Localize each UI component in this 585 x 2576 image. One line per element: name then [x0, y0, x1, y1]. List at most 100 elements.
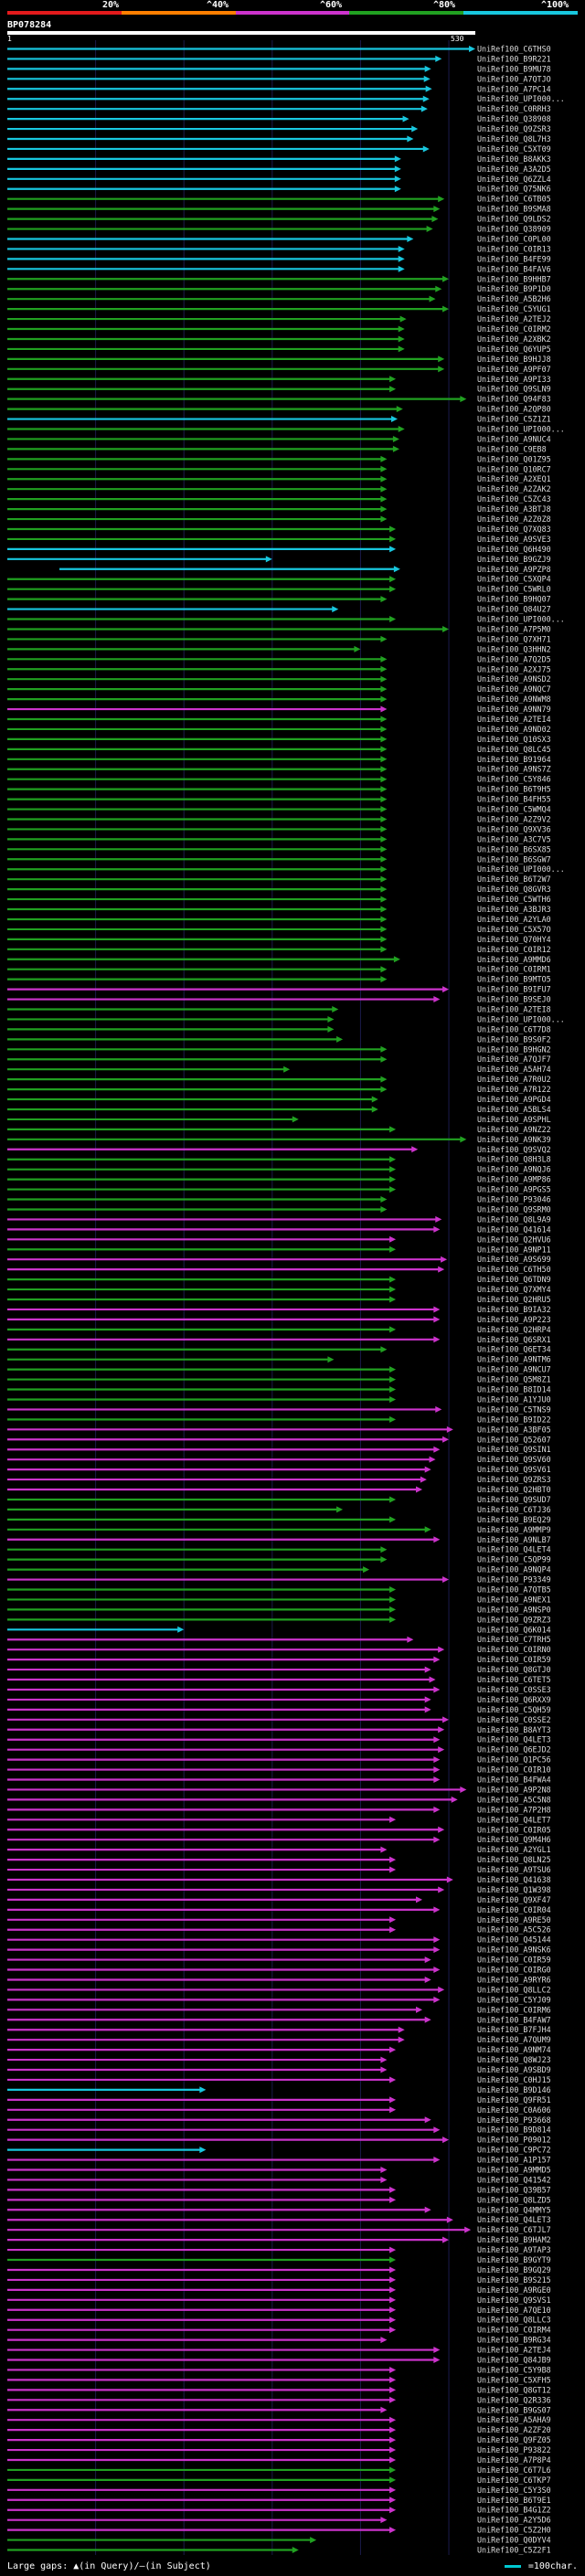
- hit-row[interactable]: UniRef100_C5YJ09: [7, 1995, 551, 2004]
- hit-label[interactable]: UniRef100_A2ZF20: [477, 2425, 551, 2434]
- hit-label[interactable]: UniRef100_Q8LLC2: [477, 1985, 551, 1994]
- hit-label[interactable]: UniRef100_C5YJ09: [477, 1995, 551, 2004]
- hit-row[interactable]: UniRef100_C5XFH5: [7, 2375, 551, 2384]
- hit-row[interactable]: UniRef100_B7FJH4: [7, 2025, 551, 2034]
- hit-label[interactable]: UniRef100_B7FJH4: [477, 2025, 551, 2034]
- hit-label[interactable]: UniRef100_Q94F83: [477, 395, 551, 404]
- hit-row[interactable]: UniRef100_A9MP86: [7, 1175, 551, 1184]
- hit-row[interactable]: UniRef100_Q5M8Z1: [7, 1375, 551, 1384]
- hit-label[interactable]: UniRef100_Q6TDN9: [477, 1275, 551, 1284]
- hit-row[interactable]: UniRef100_A7QJF7: [7, 1055, 551, 1064]
- hit-row[interactable]: UniRef100_A5AH74: [7, 1065, 551, 1074]
- hit-label[interactable]: UniRef100_Q84JB9: [477, 2356, 551, 2365]
- hit-row[interactable]: UniRef100_A9TSU6: [7, 1865, 551, 1874]
- hit-label[interactable]: UniRef100_B4FAW7: [477, 2015, 551, 2024]
- hit-row[interactable]: UniRef100_A2YGL1: [7, 1845, 551, 1854]
- hit-label[interactable]: UniRef100_C0RRH3: [477, 104, 551, 113]
- hit-row[interactable]: UniRef100_Q10SX3: [7, 735, 551, 744]
- hit-row[interactable]: UniRef100_Q2HVU6: [7, 1235, 551, 1244]
- hit-label[interactable]: UniRef100_B9HGN2: [477, 1044, 551, 1054]
- hit-row[interactable]: UniRef100_B4FE99: [7, 254, 551, 263]
- hit-row[interactable]: UniRef100_UPI000...: [7, 94, 565, 103]
- hit-label[interactable]: UniRef100_C0PL00: [477, 234, 551, 243]
- hit-row[interactable]: UniRef100_Q52607: [7, 1435, 551, 1444]
- hit-label[interactable]: UniRef100_B9GQ29: [477, 2265, 551, 2274]
- hit-label[interactable]: UniRef100_A1YJU0: [477, 1394, 551, 1404]
- hit-row[interactable]: UniRef100_A9NWM8: [7, 694, 551, 704]
- hit-row[interactable]: UniRef100_C0IR59: [7, 1956, 551, 1965]
- hit-row[interactable]: UniRef100_Q8LLC3: [7, 2316, 551, 2325]
- hit-row[interactable]: UniRef100_A9NQJ6: [7, 1165, 551, 1174]
- hit-row[interactable]: UniRef100_A9PGD4: [7, 1095, 551, 1104]
- hit-row[interactable]: UniRef100_C5XQP4: [7, 575, 551, 584]
- hit-label[interactable]: UniRef100_Q8LZD5: [477, 2195, 551, 2204]
- hit-label[interactable]: UniRef100_A2TEI4: [477, 715, 551, 724]
- hit-row[interactable]: UniRef100_B6T2W7: [7, 875, 551, 884]
- hit-row[interactable]: UniRef100_Q2HBT0: [7, 1485, 551, 1494]
- hit-label[interactable]: UniRef100_C0IR59: [477, 1956, 551, 1965]
- hit-row[interactable]: UniRef100_C0IR10: [7, 1765, 551, 1775]
- hit-row[interactable]: UniRef100_C6TJ36: [7, 1505, 551, 1514]
- hit-row[interactable]: UniRef100_B6T9E1: [7, 2496, 551, 2505]
- hit-row[interactable]: UniRef100_UPI000...: [7, 615, 565, 624]
- hit-row[interactable]: UniRef100_B9HJJ8: [7, 355, 551, 364]
- hit-row[interactable]: UniRef100_B6SX85: [7, 844, 551, 853]
- hit-label[interactable]: UniRef100_Q39B57: [477, 2185, 551, 2194]
- hit-row[interactable]: UniRef100_A5AHA9: [7, 2415, 551, 2424]
- hit-row[interactable]: UniRef100_A2Y5D6: [7, 2516, 551, 2525]
- hit-label[interactable]: UniRef100_A7QJF7: [477, 1055, 551, 1064]
- hit-row[interactable]: UniRef100_P93046: [7, 1195, 551, 1204]
- hit-row[interactable]: UniRef100_C5Z2H0: [7, 2526, 551, 2535]
- hit-row[interactable]: UniRef100_B9HGN2: [7, 1044, 551, 1054]
- hit-row[interactable]: UniRef100_Q75NK6: [7, 185, 551, 194]
- hit-label[interactable]: UniRef100_A9RE50: [477, 1915, 551, 1924]
- hit-label[interactable]: UniRef100_B9D146: [477, 2085, 551, 2094]
- hit-row[interactable]: UniRef100_Q9ZRZ3: [7, 1615, 551, 1624]
- hit-label[interactable]: UniRef100_Q9SLN9: [477, 385, 551, 394]
- hit-row[interactable]: UniRef100_B9D814: [7, 2125, 551, 2135]
- hit-label[interactable]: UniRef100_Q38908: [477, 114, 551, 123]
- hit-label[interactable]: UniRef100_B9HQ07: [477, 595, 551, 604]
- hit-label[interactable]: UniRef100_B9HAM2: [477, 2235, 551, 2244]
- hit-row[interactable]: UniRef100_A2Z0Z8: [7, 514, 551, 524]
- hit-label[interactable]: UniRef100_C5TNS9: [477, 1405, 551, 1414]
- hit-label[interactable]: UniRef100_B4FE99: [477, 254, 551, 263]
- hit-row[interactable]: UniRef100_B9GS07: [7, 2405, 551, 2414]
- hit-row[interactable]: UniRef100_C0IR04: [7, 1905, 551, 1914]
- hit-label[interactable]: UniRef100_Q41638: [477, 1875, 551, 1884]
- hit-row[interactable]: UniRef100_B9MU78: [7, 64, 551, 73]
- hit-label[interactable]: UniRef100_B4G1Z2: [477, 2506, 551, 2515]
- hit-label[interactable]: UniRef100_B9IA32: [477, 1305, 551, 1314]
- hit-label[interactable]: UniRef100_Q2R336: [477, 2395, 551, 2404]
- hit-label[interactable]: UniRef100_A7R0U2: [477, 1075, 551, 1084]
- hit-row[interactable]: UniRef100_A9RE50: [7, 1915, 551, 1924]
- hit-label[interactable]: UniRef100_A9MMD5: [477, 2165, 551, 2174]
- hit-label[interactable]: UniRef100_A7QTB5: [477, 1585, 551, 1594]
- hit-label[interactable]: UniRef100_A5AH74: [477, 1065, 551, 1074]
- hit-label[interactable]: UniRef100_Q8H3L8: [477, 1155, 551, 1164]
- hit-label[interactable]: UniRef100_A9ND02: [477, 725, 551, 734]
- hit-label[interactable]: UniRef100_C7TRH5: [477, 1635, 551, 1644]
- hit-row[interactable]: UniRef100_A2Z9V2: [7, 814, 551, 823]
- hit-row[interactable]: UniRef100_A9NEX1: [7, 1595, 551, 1604]
- hit-label[interactable]: UniRef100_Q10RC7: [477, 464, 551, 473]
- hit-row[interactable]: UniRef100_Q6EJD2: [7, 1745, 551, 1754]
- hit-label[interactable]: UniRef100_A3BTJ8: [477, 504, 551, 514]
- hit-label[interactable]: UniRef100_Q9SVS1: [477, 2295, 551, 2305]
- hit-label[interactable]: UniRef100_Q10SX3: [477, 735, 551, 744]
- hit-row[interactable]: UniRef100_A5BLS4: [7, 1105, 551, 1114]
- hit-label[interactable]: UniRef100_Q9LDS2: [477, 215, 551, 224]
- hit-label[interactable]: UniRef100_C0IRN0: [477, 1645, 551, 1654]
- hit-row[interactable]: UniRef100_Q8WJ23: [7, 2055, 551, 2064]
- hit-label[interactable]: UniRef100_A9NQJ6: [477, 1165, 551, 1174]
- hit-label[interactable]: UniRef100_Q8WJ23: [477, 2055, 551, 2064]
- hit-label[interactable]: UniRef100_Q1W398: [477, 1885, 551, 1894]
- hit-label[interactable]: UniRef100_Q4LET3: [477, 2215, 551, 2224]
- hit-label[interactable]: UniRef100_C5WTH6: [477, 895, 551, 904]
- hit-label[interactable]: UniRef100_C0IR05: [477, 1825, 551, 1834]
- hit-row[interactable]: UniRef100_Q38909: [7, 225, 551, 234]
- hit-label[interactable]: UniRef100_C0IRM1: [477, 965, 551, 974]
- hit-label[interactable]: UniRef100_UPI000...: [477, 94, 565, 103]
- hit-row[interactable]: UniRef100_A9NP11: [7, 1245, 551, 1254]
- hit-label[interactable]: UniRef100_C5QP99: [477, 1555, 551, 1564]
